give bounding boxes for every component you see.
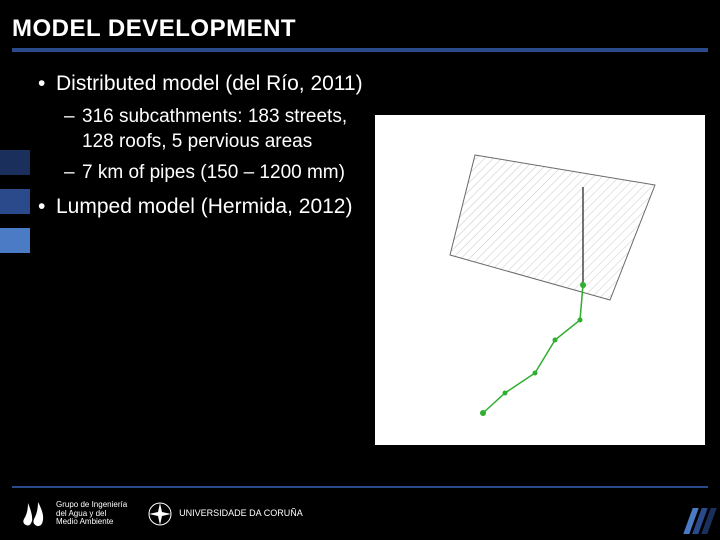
side-stripes <box>0 150 30 267</box>
corner-stripes <box>688 508 712 534</box>
logo-geama-text: Grupo de Ingeniería del Agua y del Medio… <box>56 501 127 527</box>
model-schematic <box>375 115 705 445</box>
stripe-light <box>0 228 30 253</box>
title-bar: MODEL DEVELOPMENT <box>12 10 708 48</box>
bullet-distributed-model: Distributed model (del Río, 2011) <box>38 70 368 97</box>
pipe-node <box>553 338 558 343</box>
logo-geama: Grupo de Ingeniería del Agua y del Medio… <box>20 499 127 529</box>
footer: Grupo de Ingeniería del Agua y del Medio… <box>0 488 720 540</box>
pipe-nodes <box>480 282 586 416</box>
pipe-node <box>480 410 486 416</box>
bullet-subcatchments: 316 subcathments: 183 streets, 128 roofs… <box>38 105 368 154</box>
stripe-mid <box>0 189 30 214</box>
diagram-panel <box>375 115 705 445</box>
logo-udc-text: UNIVERSIDADE DA CORUÑA <box>179 509 303 519</box>
pipe-node <box>578 318 583 323</box>
pipe-node <box>533 371 538 376</box>
logo-udc: UNIVERSIDADE DA CORUÑA <box>147 501 303 527</box>
pipe-network <box>483 285 583 413</box>
title-underline <box>12 48 708 52</box>
udc-rose-icon <box>147 501 173 527</box>
slide-title: MODEL DEVELOPMENT <box>12 15 296 43</box>
bullet-lumped-model: Lumped model (Hermida, 2012) <box>38 193 368 220</box>
water-drop-icon <box>20 499 50 529</box>
catchment-polygon <box>450 155 655 300</box>
content-area: Distributed model (del Río, 2011) 316 su… <box>38 70 368 229</box>
pipe-node <box>580 282 586 288</box>
bullet-pipes: 7 km of pipes (150 – 1200 mm) <box>38 161 368 186</box>
pipe-node <box>503 391 508 396</box>
logo-line-3: Medio Ambiente <box>56 518 127 527</box>
stripe-dark <box>0 150 30 175</box>
